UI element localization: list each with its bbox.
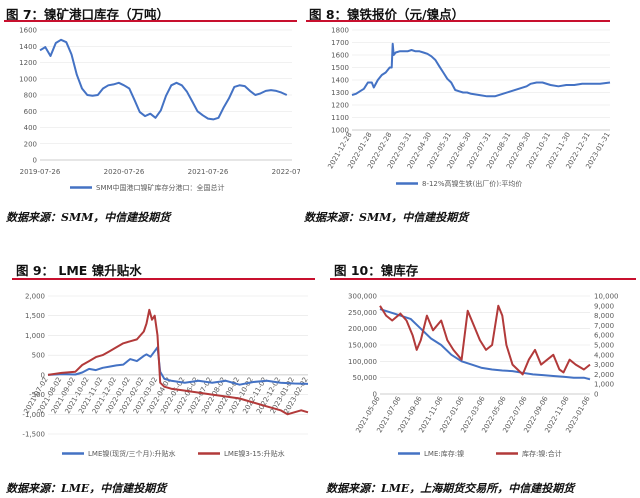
y-tick-label: 1000 (19, 75, 37, 83)
y-tick-label: 0 (373, 391, 377, 399)
series-line-1 (39, 38, 288, 121)
y2-tick-label: 2,000 (594, 371, 614, 379)
y-tick-label: 1600 (331, 52, 349, 60)
legend-label: SMM中国港口镍矿库存分港口：全国总计 (96, 183, 225, 192)
y-tick-label: 300,000 (348, 293, 377, 301)
y2-tick-label: 7,000 (594, 322, 614, 330)
chart-title-3: 图 9： LME 镍升贴水 (16, 263, 142, 278)
y-tick-label: -1,000 (22, 411, 45, 419)
chart-title-4: 图 10：镍库存 (334, 263, 419, 278)
y2-tick-label: 5,000 (594, 342, 614, 350)
chart-title-2: 图 8：镍铁报价（元/镍点） (309, 7, 465, 22)
y-tick-label: 1200 (331, 102, 349, 110)
y2-tick-label: 6,000 (594, 332, 614, 340)
title-rule-4 (330, 278, 636, 280)
legend-label: LME:库存:镍 (424, 449, 464, 458)
y-tick-label: -500 (29, 391, 45, 399)
x-tick-label: 2019-07-26 (20, 168, 61, 176)
y2-tick-label: 9,000 (594, 302, 614, 310)
source-note-2: 数据来源：SMM，中信建投期货 (304, 211, 469, 224)
series-line-1 (47, 346, 309, 386)
y2-tick-label: 1,000 (594, 381, 614, 389)
y-tick-label: 1400 (19, 43, 37, 51)
chart-title-1: 图 7：镍矿港口库存（万吨） (6, 7, 170, 22)
x-tick-label: 2022-07-26 (272, 168, 300, 176)
y-tick-label: 1600 (19, 27, 37, 35)
y-tick-label: 1400 (331, 77, 349, 85)
y-tick-label: 2,000 (25, 293, 45, 301)
y-tick-label: 1100 (331, 114, 349, 122)
legend-label: 库存:镍:合计 (522, 449, 562, 458)
y-tick-label: 1,000 (25, 332, 45, 340)
legend-label: LME镍(现货/三个月):升贴水 (88, 449, 176, 458)
series-line-1 (379, 308, 591, 381)
chart-svg-2: 1000110012001300140015001600170018002021… (326, 27, 611, 189)
y-tick-label: 1700 (331, 39, 349, 47)
series-line-2 (47, 308, 309, 416)
y-tick-label: 1300 (331, 89, 349, 97)
y2-tick-label: 10,000 (594, 293, 619, 301)
chart-svg-3: -1,500-1,000-50005001,0001,5002,0002021-… (22, 293, 309, 459)
y-tick-label: 1200 (19, 59, 37, 67)
source-note-3: 数据来源：LME，中信建投期货 (6, 482, 167, 495)
y-tick-label: 1000 (331, 127, 349, 135)
x-tick-label: 2020-07-26 (104, 168, 145, 176)
y-tick-label: 1500 (331, 64, 349, 72)
y-tick-label: 800 (24, 92, 37, 100)
y-tick-label: 50,000 (353, 374, 378, 382)
title-rule-1 (4, 20, 297, 22)
y-tick-label: 250,000 (348, 309, 377, 317)
y-tick-label: 100,000 (348, 358, 377, 366)
y-tick-label: 0 (41, 371, 45, 379)
series-line-2 (379, 304, 591, 376)
chart-svg-4: 0 50,000 100,000 150,000 200,000 250,000 300,0… (348, 293, 619, 459)
y-tick-label: 0 (33, 157, 37, 165)
y2-tick-label: 8,000 (594, 312, 614, 320)
x-tick-label: 2021-07-26 (188, 168, 229, 176)
legend-label: 8-12%高镍生铁(出厂价):平均价 (422, 179, 522, 188)
source-note-1: 数据来源：SMM，中信建投期货 (6, 211, 171, 224)
y-tick-label: 400 (24, 124, 37, 132)
y-tick-label: 600 (24, 108, 37, 116)
y2-tick-label: 0 (594, 391, 598, 399)
y-tick-label: 1800 (331, 27, 349, 35)
y-tick-label: 200 (24, 140, 37, 148)
y2-tick-label: 3,000 (594, 361, 614, 369)
y-tick-label: 1,500 (25, 312, 45, 320)
chart-svg-1: 0 200 400 600 800 1000 1200 1400 1600 2019-07-26 2… (19, 27, 300, 193)
title-rule-3 (12, 278, 315, 280)
legend-label: LME镍3-15:升贴水 (224, 449, 285, 458)
series-line-1 (351, 42, 611, 98)
y-tick-label: 200,000 (348, 325, 377, 333)
y-tick-label: 500 (32, 352, 45, 360)
title-rule-2 (306, 20, 610, 22)
y-tick-label: -1,500 (22, 431, 45, 439)
source-note-4: 数据来源：LME，上海期货交易所，中信建投期货 (326, 482, 575, 495)
y2-tick-label: 4,000 (594, 351, 614, 359)
y-tick-label: 150,000 (348, 342, 377, 350)
